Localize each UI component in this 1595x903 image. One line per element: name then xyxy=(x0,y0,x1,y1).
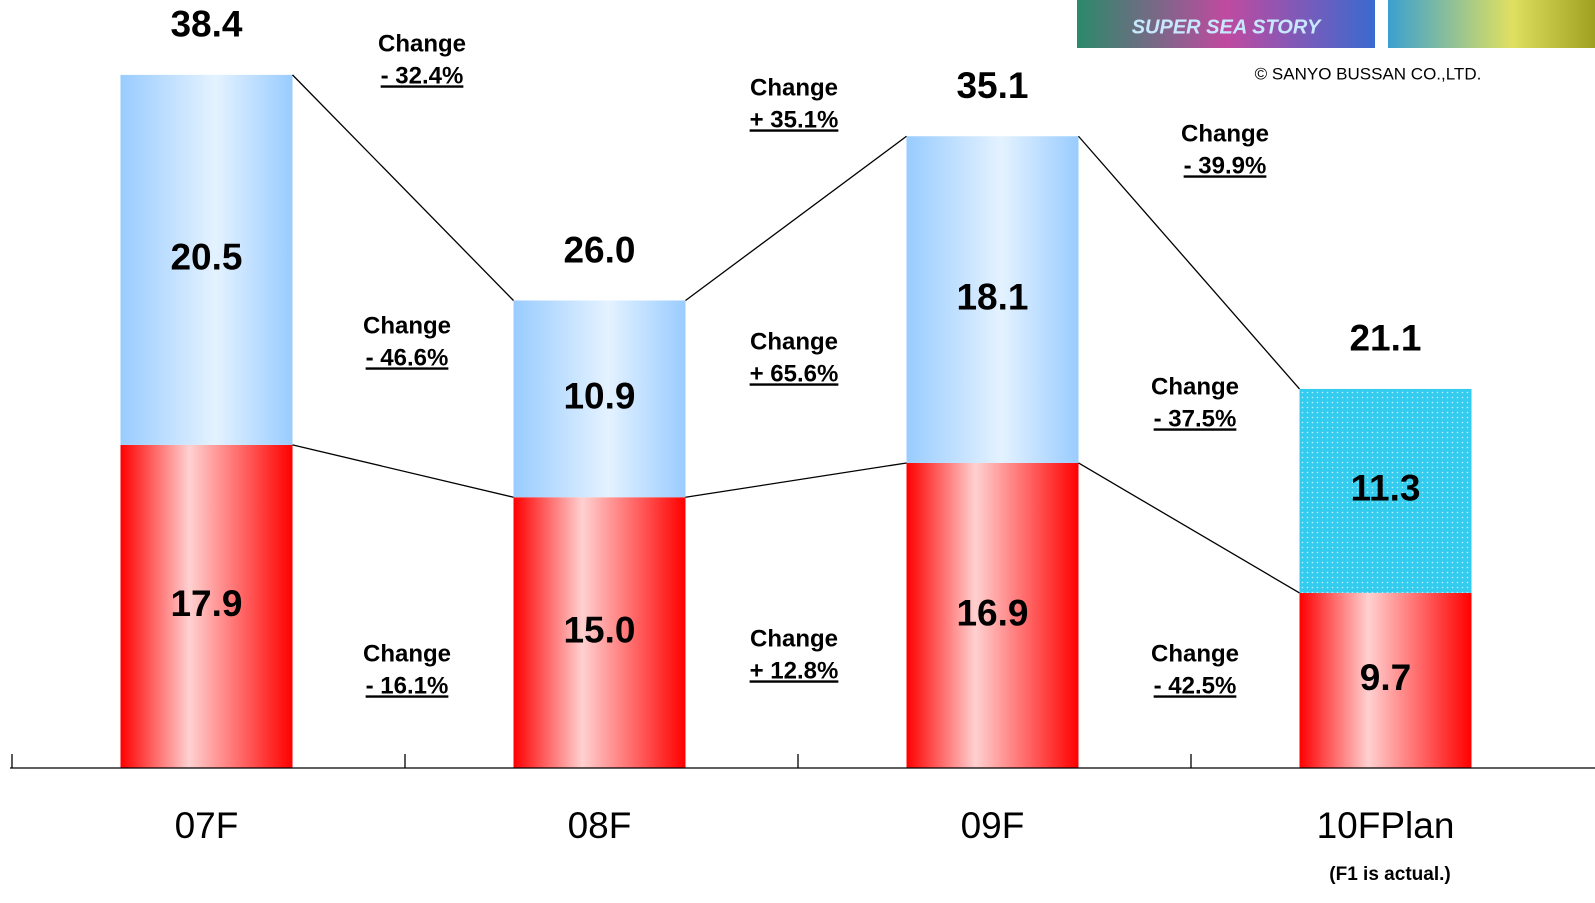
value-label: 20.5 xyxy=(170,237,242,278)
category-label: 07F xyxy=(175,805,239,846)
image-caption: SUPER SEA STORY xyxy=(1132,16,1322,38)
change-word: Change xyxy=(363,312,451,339)
change-word: Change xyxy=(1151,373,1239,400)
change-value: - 16.1% xyxy=(366,672,449,699)
connector xyxy=(685,462,907,498)
change-word: Change xyxy=(378,30,466,57)
change-value: + 35.1% xyxy=(750,106,839,133)
logo-image xyxy=(1077,0,1375,48)
bar-segment xyxy=(120,74,293,445)
category-label: 09F xyxy=(961,805,1025,846)
bar-segment xyxy=(513,497,686,768)
change-value: - 37.5% xyxy=(1154,405,1237,432)
change-value: - 46.6% xyxy=(366,344,449,371)
category-label: 10FPlan xyxy=(1317,805,1455,846)
change-word: Change xyxy=(1151,640,1239,667)
change-value: - 39.9% xyxy=(1184,152,1267,179)
bar-segment xyxy=(120,444,293,768)
total-label: 35.1 xyxy=(956,65,1028,106)
value-label: 16.9 xyxy=(956,592,1028,633)
connector xyxy=(1078,135,1300,390)
connector xyxy=(1078,462,1300,594)
bar-segment xyxy=(1299,388,1472,593)
annotation: (F1 is actual.) xyxy=(1329,864,1450,885)
bar-segment xyxy=(906,462,1079,768)
total-label: 21.1 xyxy=(1349,318,1421,359)
total-label: 38.4 xyxy=(170,4,242,45)
change-word: Change xyxy=(363,640,451,667)
change-word: Change xyxy=(1181,120,1269,147)
connector xyxy=(685,135,907,302)
value-label: 17.9 xyxy=(170,583,242,624)
value-label: 11.3 xyxy=(1351,468,1421,509)
bar-segment xyxy=(513,300,686,498)
value-label: 10.9 xyxy=(563,376,635,417)
bar-segment xyxy=(906,136,1079,463)
change-value: + 65.6% xyxy=(750,360,839,387)
change-word: Change xyxy=(750,328,838,355)
total-label: 26.0 xyxy=(563,229,635,270)
change-value: + 12.8% xyxy=(750,657,839,684)
value-label: 18.1 xyxy=(956,276,1028,317)
change-value: - 32.4% xyxy=(381,62,464,89)
category-label: 08F xyxy=(568,805,632,846)
change-word: Change xyxy=(750,74,838,101)
change-word: Change xyxy=(750,625,838,652)
change-value: - 42.5% xyxy=(1154,672,1237,699)
connector xyxy=(292,444,514,498)
bar-segment xyxy=(1299,592,1472,768)
copyright: © SANYO BUSSAN CO.,LTD. xyxy=(1255,64,1482,83)
connector xyxy=(292,74,514,301)
value-label: 15.0 xyxy=(563,609,635,650)
game-image xyxy=(1388,0,1595,48)
value-label: 9.7 xyxy=(1360,657,1411,698)
